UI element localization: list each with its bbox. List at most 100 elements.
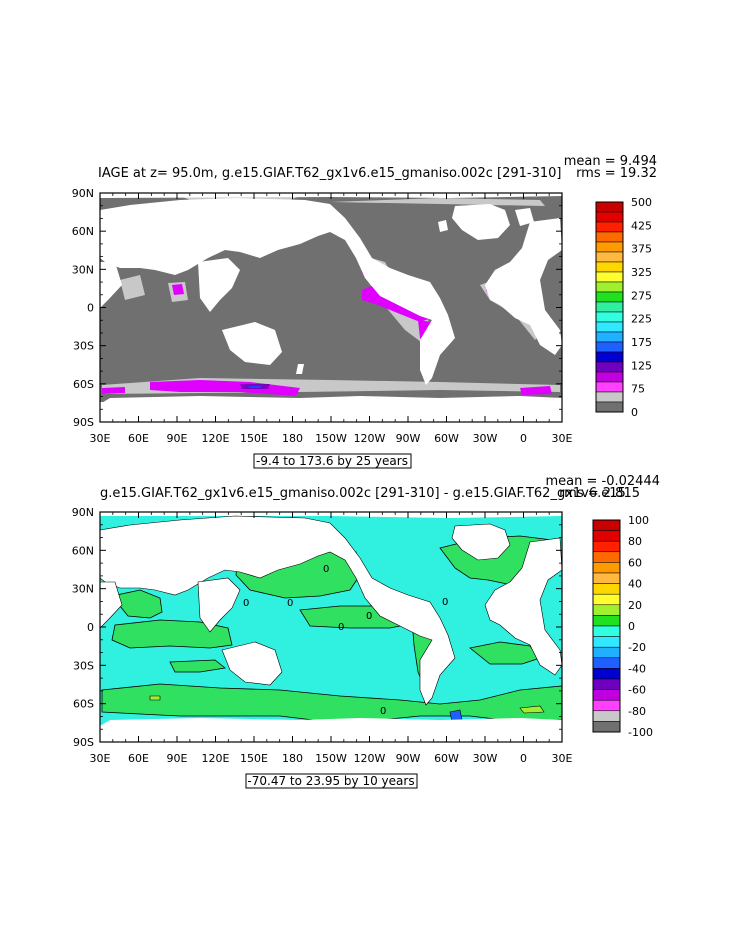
map2-colorbar: 100 80 60 40 20 0 -20 -40 -60 -80 -100 <box>592 514 653 739</box>
colorbar-box <box>592 540 621 553</box>
colorbar-box <box>592 721 621 733</box>
colorbar-label: 75 <box>631 383 645 396</box>
lon-tick-label: 180 <box>282 432 303 445</box>
contour-label: 0 <box>287 598 293 609</box>
lat-tick-label: 60N <box>72 544 94 557</box>
lat-tick-label: 30N <box>72 263 94 276</box>
colorbar-label: 375 <box>631 243 652 256</box>
colorbar-box <box>595 211 624 223</box>
map2-range-label: -70.47 to 23.95 by 10 years <box>247 774 414 788</box>
contour-label: 0 <box>380 706 386 717</box>
colorbar-box <box>592 668 621 680</box>
lat-tick-label: 90S <box>73 416 94 429</box>
lon-tick-label: 120E <box>202 432 230 445</box>
colorbar-box <box>592 593 621 606</box>
colorbar-box <box>595 351 624 363</box>
colorbar-box <box>592 530 621 542</box>
colorbar-box <box>592 678 621 690</box>
lat-tick-label: 60S <box>73 378 94 391</box>
colorbar-box <box>595 281 624 293</box>
colorbar-label: 125 <box>631 359 652 372</box>
colorbar-box <box>592 604 621 616</box>
colorbar-box <box>595 291 624 303</box>
lon-tick-label: 0 <box>520 752 527 765</box>
colorbar-frame <box>595 201 624 413</box>
map2-panel: g.e15.GIAF.T62_gx1v6.e15_gmaniso.002c [2… <box>72 474 660 789</box>
lon-tick-label: 90W <box>396 432 421 445</box>
lat-tick-label: 0 <box>87 302 94 315</box>
colorbar-box <box>592 562 621 574</box>
lon-tick-label: 150W <box>315 432 347 445</box>
lat-tick-label: 30N <box>72 583 94 596</box>
colorbar-label: -80 <box>628 705 646 718</box>
lon-tick-label: 60W <box>434 432 459 445</box>
colorbar-label: 60 <box>628 556 642 569</box>
colorbar-label: 275 <box>631 289 652 302</box>
map2-rms-label: rms = 2.815 <box>559 486 640 501</box>
colorbar-box <box>592 615 621 627</box>
lon-tick-label: 30E <box>90 432 111 445</box>
lat-tick-label: 90S <box>73 736 94 749</box>
colorbar-label: 40 <box>628 578 642 591</box>
contour-label: 0 <box>442 597 448 608</box>
colorbar-box <box>595 381 624 393</box>
colorbar-label: -20 <box>628 641 646 654</box>
colorbar-label: 175 <box>631 336 652 349</box>
colorbar-box <box>595 391 624 403</box>
colorbar-box <box>595 301 624 313</box>
colorbar-label: -100 <box>628 726 653 739</box>
lon-tick-label: 90W <box>396 752 421 765</box>
lon-tick-label: 30E <box>90 752 111 765</box>
colorbar-box <box>595 201 624 213</box>
colorbar-label: 0 <box>631 406 638 419</box>
colorbar-box <box>595 261 624 273</box>
colorbar-box <box>592 551 621 563</box>
colorbar-box <box>595 221 624 233</box>
lon-tick-label: 150E <box>240 432 268 445</box>
map2-lon-axis: 30E 60E 90E 120E 150E 180 150W 120W 90W 60W 30W 0 30… <box>90 512 573 765</box>
lon-tick-label: 60E <box>128 432 149 445</box>
contour-label: 0 <box>323 564 329 575</box>
map1-mean-label: mean = 9.494 <box>564 154 657 169</box>
colorbar-box <box>592 646 621 659</box>
colorbar-box <box>595 311 624 323</box>
contour-label: 0 <box>338 622 344 633</box>
lon-tick-label: 90E <box>167 752 188 765</box>
map1-lat-axis: 90N 60N 30N 0 30S 60S 90S <box>72 187 562 429</box>
colorbar-box <box>592 583 621 595</box>
colorbar-label: 425 <box>631 219 652 232</box>
lat-tick-label: 90N <box>72 187 94 200</box>
lon-tick-label: 150W <box>315 752 347 765</box>
colorbar-box <box>592 636 621 648</box>
map2-plot-area: 0 0 0 0 0 0 0 <box>99 511 563 743</box>
colorbar-box <box>592 572 621 584</box>
lat-tick-label: 90N <box>72 506 94 519</box>
colorbar-frame <box>592 519 621 733</box>
lon-tick-label: 180 <box>282 752 303 765</box>
lon-tick-label: 30W <box>473 432 498 445</box>
lat-tick-label: 60N <box>72 225 94 238</box>
lon-tick-label: 30E <box>552 752 573 765</box>
colorbar-box <box>595 271 624 283</box>
map1-rms-label: rms = 19.32 <box>576 166 657 181</box>
lon-tick-label: 30W <box>473 752 498 765</box>
colorbar-box <box>595 241 624 253</box>
contour-label: 0 <box>366 611 372 622</box>
map2-range-box: -70.47 to 23.95 by 10 years <box>245 773 418 789</box>
colorbar-box <box>595 361 624 373</box>
colorbar-box <box>595 231 624 243</box>
colorbar-box <box>592 699 621 712</box>
colorbar-box <box>592 657 621 669</box>
colorbar-label: 500 <box>631 196 652 209</box>
lon-tick-label: 30E <box>552 432 573 445</box>
map1-colorbar: 500 425 375 325 275 225 175 125 75 0 <box>595 196 652 419</box>
lon-tick-label: 150E <box>240 752 268 765</box>
map1-range-label: -9.4 to 173.6 by 25 years <box>256 454 408 468</box>
colorbar-label: 0 <box>628 620 635 633</box>
map1-range-box: -9.4 to 173.6 by 25 years <box>253 453 412 469</box>
colorbar-label: 80 <box>628 535 642 548</box>
colorbar-box <box>595 251 624 263</box>
map1-panel: IAGE at z= 95.0m, g.e15.GIAF.T62_gx1v6.e… <box>72 154 657 469</box>
lon-tick-label: 120E <box>202 752 230 765</box>
